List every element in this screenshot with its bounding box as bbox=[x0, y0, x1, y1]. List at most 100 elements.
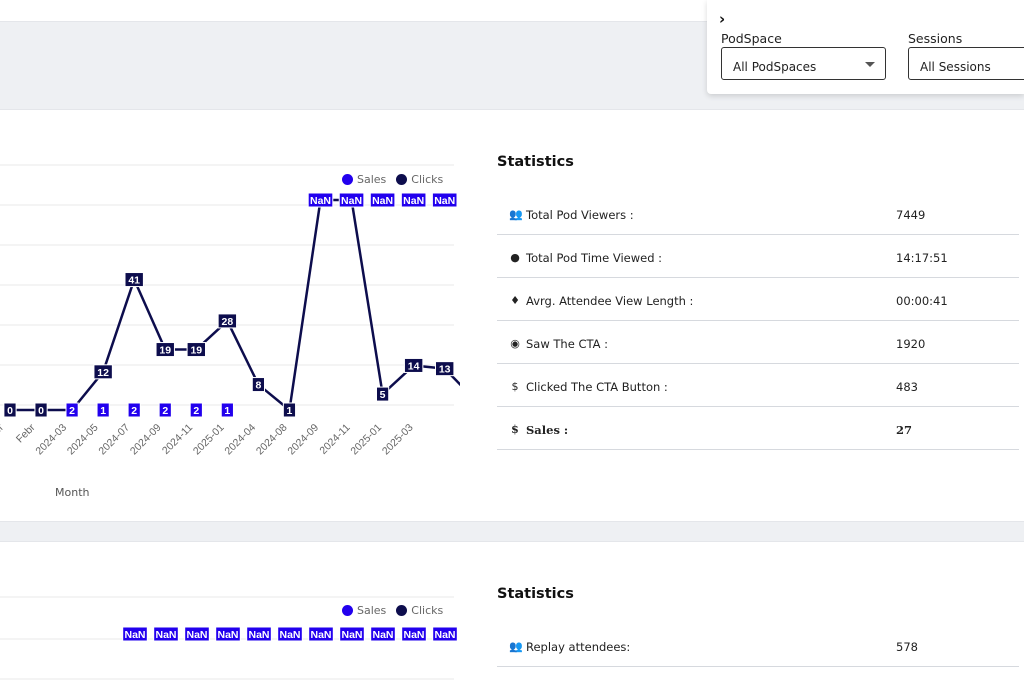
x-tick-label: 2025-03 bbox=[380, 422, 416, 458]
sales-data-label: NaN bbox=[434, 195, 455, 207]
sales-data-label-box bbox=[189, 402, 203, 418]
stat-label: Total Pod Viewers : bbox=[526, 208, 634, 222]
chevron-right-icon[interactable]: › bbox=[719, 10, 726, 28]
map-marker-icon: ♦ bbox=[510, 294, 520, 307]
stat-label: Avrg. Attendee View Length : bbox=[526, 294, 694, 308]
clicks-data-label-box bbox=[403, 357, 424, 373]
legend-sales[interactable]: Sales bbox=[357, 604, 387, 617]
x-tick-label: 2024-09 bbox=[128, 422, 164, 458]
sales-data-label: NaN bbox=[248, 629, 269, 641]
sales-data-label-box bbox=[127, 402, 141, 418]
clicks-data-label: 0 bbox=[38, 405, 44, 417]
sales-data-label: NaN bbox=[310, 629, 331, 641]
stat-row-total-pod-time: ● Total Pod Time Viewed : 14:17:51 bbox=[497, 235, 1019, 278]
clicks-data-label: 5 bbox=[380, 389, 386, 401]
sales-data-label-box bbox=[432, 626, 458, 642]
podspace-select[interactable]: All PodSpaces bbox=[721, 47, 886, 80]
clicks-data-label: 12 bbox=[97, 367, 109, 379]
x-tick-label: 2024-05 bbox=[65, 422, 101, 458]
stat-row-saw-cta: ◉ Saw The CTA : 1920 bbox=[497, 321, 1019, 364]
stat-row-replay-attendees: 👥 Replay attendees: 578 bbox=[497, 624, 1019, 667]
sales-data-label-box bbox=[338, 192, 365, 208]
sales-data-label: NaN bbox=[341, 195, 362, 207]
stat-value: 578 bbox=[896, 640, 918, 654]
users-icon: 👥 bbox=[509, 208, 523, 221]
sales-data-label-box bbox=[431, 192, 458, 208]
sales-data-label-box bbox=[122, 626, 148, 642]
clicks-legend-dot bbox=[396, 605, 408, 616]
x-tick-label: 2024-09 bbox=[285, 422, 321, 458]
sales-legend-dot bbox=[342, 174, 353, 185]
sales-data-label: NaN bbox=[403, 195, 424, 207]
legend-sales[interactable]: Sales bbox=[357, 173, 387, 186]
stat-value: 27 bbox=[896, 423, 913, 437]
stat-label: Replay attendees: bbox=[526, 640, 631, 654]
x-tick-label: 2025-01 bbox=[191, 422, 227, 458]
sales-data-label-box bbox=[401, 626, 427, 642]
x-tick-label: 2024-03 bbox=[33, 422, 69, 458]
clicks-series-line bbox=[10, 198, 460, 412]
sales-data-label: 2 bbox=[162, 405, 168, 417]
stat-row-clicked-cta: $ Clicked The CTA Button : 483 bbox=[497, 364, 1019, 407]
stat-value: 1920 bbox=[896, 337, 926, 351]
clicks-data-label: 19 bbox=[190, 345, 202, 357]
clicks-data-label-box bbox=[3, 402, 17, 418]
stats-card-replay: Sales Clicks NaN NaN NaN NaN NaN NaN NaN NaN NaN… bbox=[0, 541, 1024, 683]
stat-value: 483 bbox=[896, 380, 918, 394]
stat-label: Sales : bbox=[526, 423, 569, 437]
sales-data-label-box bbox=[400, 192, 427, 208]
x-tick-label: ber bbox=[0, 421, 6, 441]
legend-clicks[interactable]: Clicks bbox=[411, 173, 444, 186]
clock-icon: ● bbox=[510, 251, 520, 264]
sales-data-label: NaN bbox=[434, 629, 455, 641]
clicks-data-label: 14 bbox=[408, 360, 420, 372]
sales-data-label: NaN bbox=[279, 629, 300, 641]
sales-data-label-box bbox=[158, 402, 172, 418]
stat-value: 7449 bbox=[896, 208, 926, 222]
sales-data-label-box bbox=[184, 626, 210, 642]
line-chart: NaN NaN NaN NaN NaN NaN NaN NaN NaN NaN NaN bbox=[0, 596, 458, 680]
statistics-title: Statistics bbox=[497, 154, 574, 170]
sales-data-label-box bbox=[308, 626, 334, 642]
sales-data-label: 2 bbox=[193, 405, 199, 417]
x-tick-label: 2024-11 bbox=[160, 422, 195, 457]
stat-label: Clicked The CTA Button : bbox=[526, 380, 668, 394]
sales-data-label: 2 bbox=[131, 405, 137, 417]
clicks-data-label: 1 bbox=[287, 405, 293, 417]
sales-data-label-box bbox=[339, 626, 365, 642]
clicks-data-label-box bbox=[155, 342, 175, 358]
clicks-data-label: 0 bbox=[7, 405, 13, 417]
clicks-data-label-box bbox=[376, 386, 390, 402]
stat-label: Saw The CTA : bbox=[526, 337, 609, 351]
clicks-data-label: 13 bbox=[439, 364, 451, 376]
stat-row-total-pod-viewers: 👥 Total Pod Viewers : 7449 bbox=[497, 192, 1019, 235]
podspace-select-value: All PodSpaces bbox=[733, 60, 817, 74]
sales-data-label: NaN bbox=[310, 195, 331, 207]
eye-icon: ◉ bbox=[510, 337, 520, 350]
x-tick-label: Febr bbox=[14, 421, 38, 445]
x-tick-label: 2025-01 bbox=[348, 422, 384, 458]
clicks-data-label-box bbox=[124, 272, 144, 288]
sales-data-label-box bbox=[215, 626, 241, 642]
x-tick-label: 2024-07 bbox=[96, 422, 132, 458]
x-tick-label: 2024-08 bbox=[254, 422, 290, 458]
clicks-data-label: 28 bbox=[222, 316, 234, 328]
legend-clicks[interactable]: Clicks bbox=[411, 604, 444, 617]
sessions-select[interactable]: All Sessions bbox=[908, 47, 1024, 80]
sales-data-label: NaN bbox=[217, 629, 238, 641]
clicks-data-label-box bbox=[186, 342, 207, 358]
sales-data-label-box bbox=[370, 626, 396, 642]
sales-data-label-box bbox=[153, 626, 179, 642]
clicks-data-label-box bbox=[93, 364, 113, 380]
stat-value: 00:00:41 bbox=[896, 294, 948, 308]
sessions-label: Sessions bbox=[908, 31, 963, 46]
caret-down-icon bbox=[865, 62, 875, 67]
sales-data-label: NaN bbox=[372, 195, 393, 207]
x-tick-label: 2024-11 bbox=[317, 422, 352, 457]
sales-data-label: NaN bbox=[186, 629, 207, 641]
dollar-icon: $ bbox=[511, 380, 519, 393]
statistics-title: Statistics bbox=[497, 586, 574, 602]
stats-card-live: Sales Clicks 001241191928816651413332122… bbox=[0, 109, 1024, 522]
sales-data-label: 1 bbox=[100, 405, 106, 417]
stat-value: 14:17:51 bbox=[896, 251, 948, 265]
